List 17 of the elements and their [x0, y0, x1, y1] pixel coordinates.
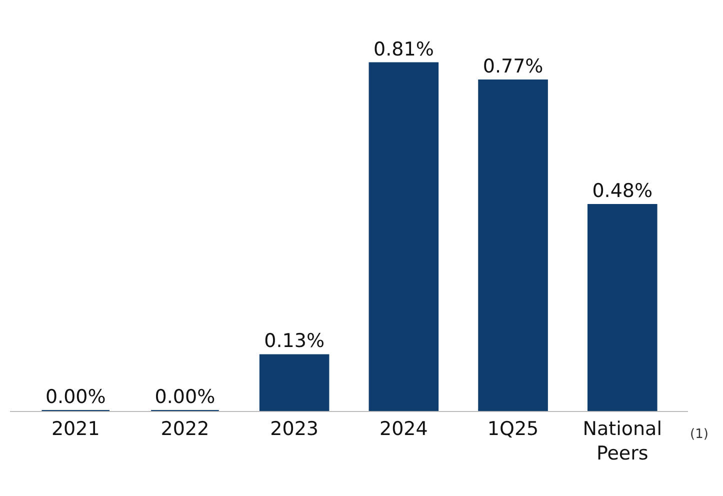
bar — [368, 62, 439, 411]
data-label: 0.00% — [154, 386, 216, 408]
bar — [587, 204, 658, 411]
data-label: 0.00% — [45, 386, 106, 408]
data-label: 0.13% — [264, 330, 324, 352]
x-tick-label: 1Q25 — [487, 418, 539, 440]
x-tick-label: National Peers — [582, 418, 662, 464]
text: (1) — [690, 427, 708, 442]
x-tick-label: 2024 — [380, 418, 428, 440]
x-tick-label: 2023 — [270, 418, 318, 440]
bar — [478, 79, 548, 411]
data-label: 0.81% — [374, 38, 434, 60]
x-tick-label: 2022 — [160, 418, 210, 440]
data-label: 0.77% — [482, 55, 544, 78]
bar — [259, 354, 330, 411]
x-tick-label: 2021 — [51, 418, 100, 440]
data-label: 0.48% — [592, 180, 653, 202]
